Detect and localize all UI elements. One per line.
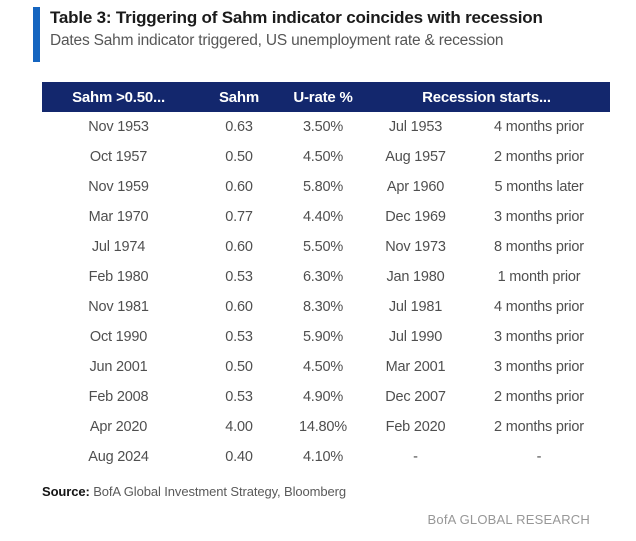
table-row: Apr 2020 4.00 14.80% Feb 2020 2 months prior [42, 412, 610, 442]
table-cell: Apr 1960 [386, 179, 445, 195]
table-cell: Nov 1973 [385, 239, 446, 255]
table-cell: Mar 1970 [88, 209, 149, 225]
table-cell: 0.50 [225, 149, 253, 165]
table-cell: 8.30% [302, 299, 344, 315]
table-row: Nov 1959 0.60 5.80% Apr 1960 5 months later [42, 172, 610, 202]
table-body: Nov 1953 0.63 3.50% Jul 1953 4 months prior O… [42, 112, 610, 472]
table-cell: 4 months prior [494, 299, 584, 315]
table-row: Nov 1953 0.63 3.50% Jul 1953 4 months prior [42, 112, 610, 142]
table-row: Mar 1970 0.77 4.40% Dec 1969 3 months prior [42, 202, 610, 232]
table-cell: 5.80% [302, 179, 344, 195]
source-label: Source: [42, 484, 90, 499]
table-row: Jul 1974 0.60 5.50% Nov 1973 8 months prior [42, 232, 610, 262]
table-cell: 3.50% [302, 119, 344, 135]
table-cell: 0.50 [225, 359, 253, 375]
table-cell: 4.40% [302, 209, 344, 225]
table-cell: 0.40 [225, 449, 253, 465]
table-cell: 4.10% [302, 449, 344, 465]
table-row: Feb 2008 0.53 4.90% Dec 2007 2 months prior [42, 382, 610, 412]
table-cell: Jul 1990 [388, 329, 443, 345]
table-cell: 0.53 [225, 389, 253, 405]
table-cell: Jul 1981 [388, 299, 443, 315]
column-header-u-rate: U-rate % [293, 88, 353, 106]
table-cell: Jul 1974 [91, 239, 146, 255]
table-cell: Nov 1953 [88, 119, 149, 135]
page-subtitle: Dates Sahm indicator triggered, US unemp… [50, 32, 504, 50]
brand-mark: BofA GLOBAL RESEARCH [427, 512, 590, 527]
table-cell: 5.50% [302, 239, 344, 255]
table-cell: 4 months prior [494, 119, 584, 135]
table-cell: Aug 1957 [385, 149, 446, 165]
table-cell: Aug 2024 [88, 449, 149, 465]
table-cell: Dec 2007 [385, 389, 446, 405]
table-cell: 0.63 [225, 119, 253, 135]
table-cell: 4.50% [302, 359, 344, 375]
table-cell: Feb 2020 [385, 419, 446, 435]
table-cell: Nov 1981 [88, 299, 149, 315]
table-cell: Mar 2001 [385, 359, 446, 375]
table-cell: 5 months later [494, 179, 584, 195]
table-row: Nov 1981 0.60 8.30% Jul 1981 4 months prior [42, 292, 610, 322]
title-block: Table 3: Triggering of Sahm indicator co… [33, 7, 543, 62]
table-cell: Feb 1980 [88, 269, 149, 285]
table-cell: 0.77 [225, 209, 253, 225]
table-cell: 14.80% [299, 419, 347, 435]
table-cell: 4.50% [302, 149, 344, 165]
table-cell: 0.53 [225, 329, 253, 345]
table-cell: Jan 1980 [386, 269, 445, 285]
data-table: Sahm >0.50... Sahm U-rate % Recession st… [42, 82, 610, 472]
table-cell: 0.60 [225, 239, 253, 255]
table-row: Oct 1990 0.53 5.90% Jul 1990 3 months prior [42, 322, 610, 352]
accent-bar [33, 7, 40, 62]
table-cell: 8 months prior [494, 239, 584, 255]
table-cell: Apr 2020 [89, 419, 148, 435]
table-cell: 3 months prior [494, 209, 584, 225]
table-cell: 0.60 [225, 299, 253, 315]
table-cell: 3 months prior [494, 359, 584, 375]
table-row: Jun 2001 0.50 4.50% Mar 2001 3 months prior [42, 352, 610, 382]
table-cell: Jun 2001 [89, 359, 148, 375]
table-cell: 1 month prior [497, 269, 581, 285]
table-cell: 5.90% [302, 329, 344, 345]
table-cell: - [536, 449, 542, 465]
table-cell: Feb 2008 [88, 389, 149, 405]
column-header-trigger-date: Sahm >0.50... [72, 88, 165, 106]
table-cell: Jul 1953 [388, 119, 443, 135]
table-cell: Oct 1957 [89, 149, 148, 165]
column-header-sahm: Sahm [218, 88, 260, 106]
table-cell: 3 months prior [494, 329, 584, 345]
table-header-row: Sahm >0.50... Sahm U-rate % Recession st… [42, 82, 610, 112]
page-title: Table 3: Triggering of Sahm indicator co… [50, 8, 543, 27]
table-cell: Oct 1990 [89, 329, 148, 345]
table-cell: 2 months prior [494, 419, 584, 435]
table-cell: 4.00 [225, 419, 253, 435]
table-row: Aug 2024 0.40 4.10% - - [42, 442, 610, 472]
source-text: BofA Global Investment Strategy, Bloombe… [89, 484, 347, 499]
table-cell: 0.60 [225, 179, 253, 195]
source-line: Source: BofA Global Investment Strategy,… [42, 484, 346, 499]
table-cell: 2 months prior [494, 149, 584, 165]
table-cell: Dec 1969 [385, 209, 446, 225]
table-cell: Nov 1959 [88, 179, 149, 195]
column-header-recession-starts: Recession starts... [422, 88, 551, 106]
table-cell: - [413, 449, 418, 465]
table-cell: 0.53 [225, 269, 253, 285]
table-row: Oct 1957 0.50 4.50% Aug 1957 2 months prior [42, 142, 610, 172]
table-cell: 4.90% [302, 389, 344, 405]
table-cell: 2 months prior [494, 389, 584, 405]
table-row: Feb 1980 0.53 6.30% Jan 1980 1 month prior [42, 262, 610, 292]
table-cell: 6.30% [302, 269, 344, 285]
